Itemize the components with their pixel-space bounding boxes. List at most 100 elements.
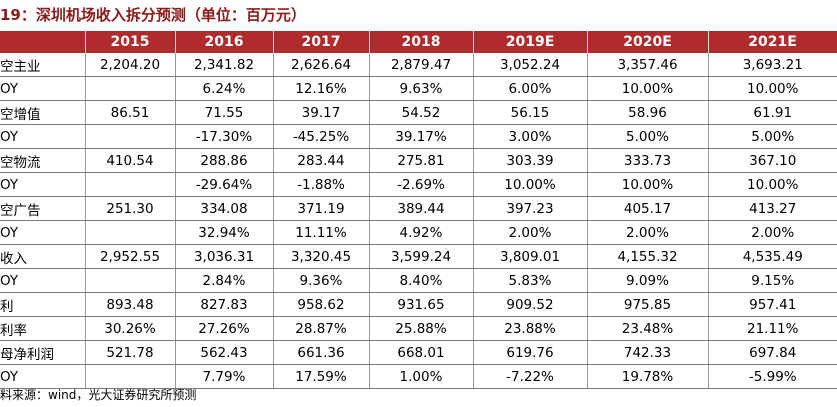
table-cell: 334.08 <box>175 196 274 221</box>
table-cell: 303.39 <box>473 148 588 173</box>
header-cell: 2019E <box>473 31 588 53</box>
table-cell: 71.55 <box>175 100 274 125</box>
table-cell: 23.88% <box>473 316 588 341</box>
table-cell: 10.00% <box>473 172 588 197</box>
table-cell: 333.73 <box>587 148 709 173</box>
table-cell: 3,357.46 <box>587 53 709 77</box>
table-cell <box>85 172 176 197</box>
table-cell: 10.00% <box>708 172 837 197</box>
header-cell: 2015 <box>85 31 176 53</box>
table-cell: 389.44 <box>369 196 474 221</box>
table-cell: 958.62 <box>273 292 370 317</box>
table-cell: -2.69% <box>369 172 474 197</box>
table-row: OY 7.79% 17.59% 1.00% -7.22% 19.78% -5.99% <box>0 364 837 389</box>
header-cell: 2020E <box>587 31 709 53</box>
table-cell: 397.23 <box>473 196 588 221</box>
table-cell: 6.24% <box>175 76 274 101</box>
table-cell: 371.19 <box>273 196 370 221</box>
table-cell: 367.10 <box>708 148 837 173</box>
table-cell: 2,626.64 <box>273 53 370 77</box>
table-cell: 3,052.24 <box>473 53 588 77</box>
table-row: 空主业 2,204.20 2,341.82 2,626.64 2,879.47 3,052… <box>0 53 837 77</box>
table-cell: 2,204.20 <box>85 53 176 77</box>
header-cell: 2017 <box>273 31 370 53</box>
table-cell: 10.00% <box>587 76 709 101</box>
row-label: OY <box>0 268 86 293</box>
table-cell: 5.83% <box>473 268 588 293</box>
table-cell: 827.83 <box>175 292 274 317</box>
table-row: 空广告 251.30 334.08 371.19 389.44 397.23 405.17 4… <box>0 196 837 221</box>
table-cell: 5.00% <box>708 124 837 149</box>
table-row: 收入 2,952.55 3,036.31 3,320.45 3,599.24 3,809.… <box>0 244 837 269</box>
table-cell: 58.96 <box>587 100 709 125</box>
table-cell: 661.36 <box>273 340 370 365</box>
table-cell: 9.63% <box>369 76 474 101</box>
table-cell <box>85 364 176 389</box>
table-cell: 10.00% <box>708 76 837 101</box>
row-label: OY <box>0 172 86 197</box>
table-cell: 3,809.01 <box>473 244 588 269</box>
table-cell: 909.52 <box>473 292 588 317</box>
table-row: OY 6.24% 12.16% 9.63% 6.00% 10.00% 10.00% <box>0 76 837 101</box>
table-cell: 3.00% <box>473 124 588 149</box>
table-cell: 2,952.55 <box>85 244 176 269</box>
table-cell: 4.92% <box>369 220 474 245</box>
row-label: OY <box>0 220 86 245</box>
table-cell: 275.81 <box>369 148 474 173</box>
table-cell <box>85 268 176 293</box>
row-label: 空增值 <box>0 100 86 125</box>
table-cell: 86.51 <box>85 100 176 125</box>
table-cell: 32.94% <box>175 220 274 245</box>
table-row: 空增值 86.51 71.55 39.17 54.52 56.15 58.96 61.91 <box>0 100 837 125</box>
table-cell: 28.87% <box>273 316 370 341</box>
row-label: OY <box>0 76 86 101</box>
table-row: OY -29.64% -1.88% -2.69% 10.00% 10.00% 10.00% <box>0 172 837 197</box>
table-cell: 5.00% <box>587 124 709 149</box>
table-cell: 410.54 <box>85 148 176 173</box>
table-cell: 10.00% <box>587 172 709 197</box>
table-cell: 2.84% <box>175 268 274 293</box>
table-cell <box>85 124 176 149</box>
table-cell: -5.99% <box>708 364 837 389</box>
header-cell <box>0 31 86 53</box>
table-cell: 521.78 <box>85 340 176 365</box>
table-cell: 405.17 <box>587 196 709 221</box>
table-cell: 3,036.31 <box>175 244 274 269</box>
table-cell: -1.88% <box>273 172 370 197</box>
table-cell: 742.33 <box>587 340 709 365</box>
table-cell: 30.26% <box>85 316 176 341</box>
header-cell: 2018 <box>369 31 474 53</box>
table-row: 空物流 410.54 288.86 283.44 275.81 303.39 333.73 3… <box>0 148 837 173</box>
table-cell: -17.30% <box>175 124 274 149</box>
row-label: 空物流 <box>0 148 86 173</box>
table-cell: 23.48% <box>587 316 709 341</box>
table-cell: 11.11% <box>273 220 370 245</box>
table-cell: 3,599.24 <box>369 244 474 269</box>
table-cell: 697.84 <box>708 340 837 365</box>
table-cell: 21.11% <box>708 316 837 341</box>
table-cell: 9.36% <box>273 268 370 293</box>
header-cell: 2021E <box>708 31 837 53</box>
table-cell: 668.01 <box>369 340 474 365</box>
table-cell: 893.48 <box>85 292 176 317</box>
table-cell: 4,155.32 <box>587 244 709 269</box>
table-cell: 957.41 <box>708 292 837 317</box>
row-label: 利率 <box>0 316 86 341</box>
table-cell: 39.17 <box>273 100 370 125</box>
header-row: 2015 2016 2017 2018 2019E 2020E 2021E <box>0 31 837 53</box>
row-label: OY <box>0 124 86 149</box>
table-cell: 61.91 <box>708 100 837 125</box>
table-cell: -29.64% <box>175 172 274 197</box>
table-body: 空主业 2,204.20 2,341.82 2,626.64 2,879.47 3,052… <box>0 53 837 389</box>
table-cell <box>85 76 176 101</box>
table-cell: 413.27 <box>708 196 837 221</box>
row-label: 空广告 <box>0 196 86 221</box>
table-row: OY 32.94% 11.11% 4.92% 2.00% 2.00% 2.00% <box>0 220 837 245</box>
source-note: 料来源：wind，光大证券研究所预测 <box>0 388 197 402</box>
table-cell: 283.44 <box>273 148 370 173</box>
table-cell: 12.16% <box>273 76 370 101</box>
row-label: 利 <box>0 292 86 317</box>
table-cell: 1.00% <box>369 364 474 389</box>
table-cell: -45.25% <box>273 124 370 149</box>
row-label: 空主业 <box>0 53 86 77</box>
